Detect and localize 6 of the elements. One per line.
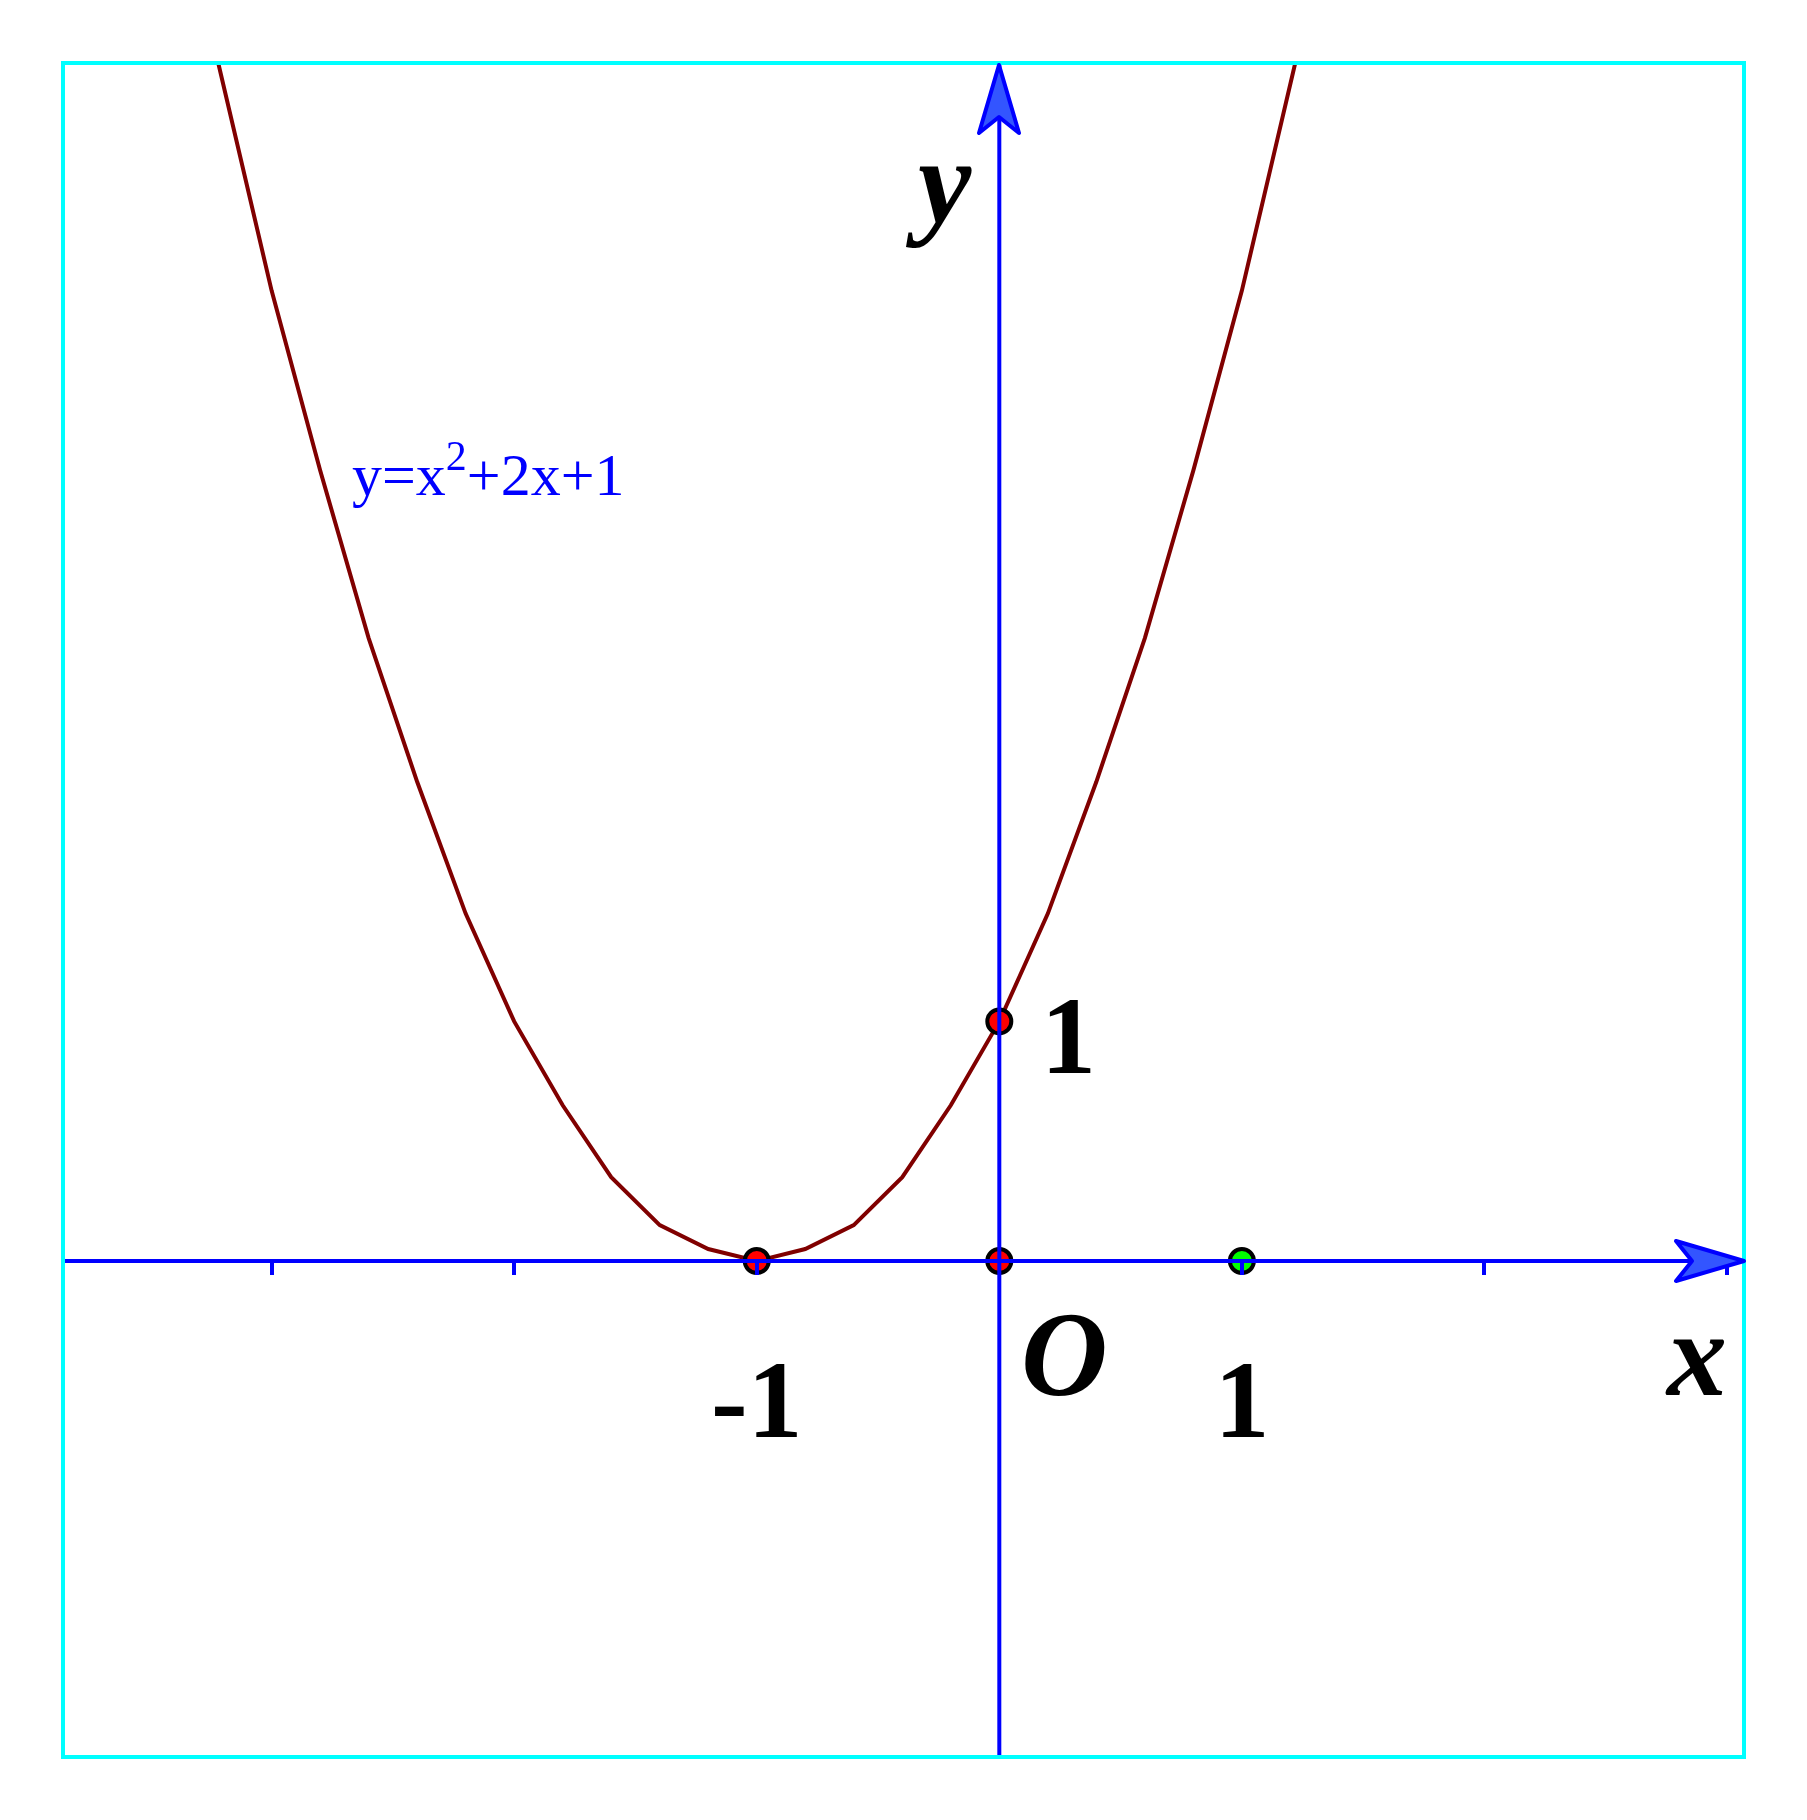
annotation: O bbox=[1021, 1288, 1108, 1421]
y-axis-title: y bbox=[905, 115, 972, 248]
x-axis-title: x bbox=[1665, 1288, 1727, 1421]
x-tick-label: -1 bbox=[710, 1339, 803, 1462]
series-label: y=x$^{2}$+2x+1 bbox=[352, 433, 625, 509]
annotation: 1 bbox=[1041, 975, 1096, 1097]
